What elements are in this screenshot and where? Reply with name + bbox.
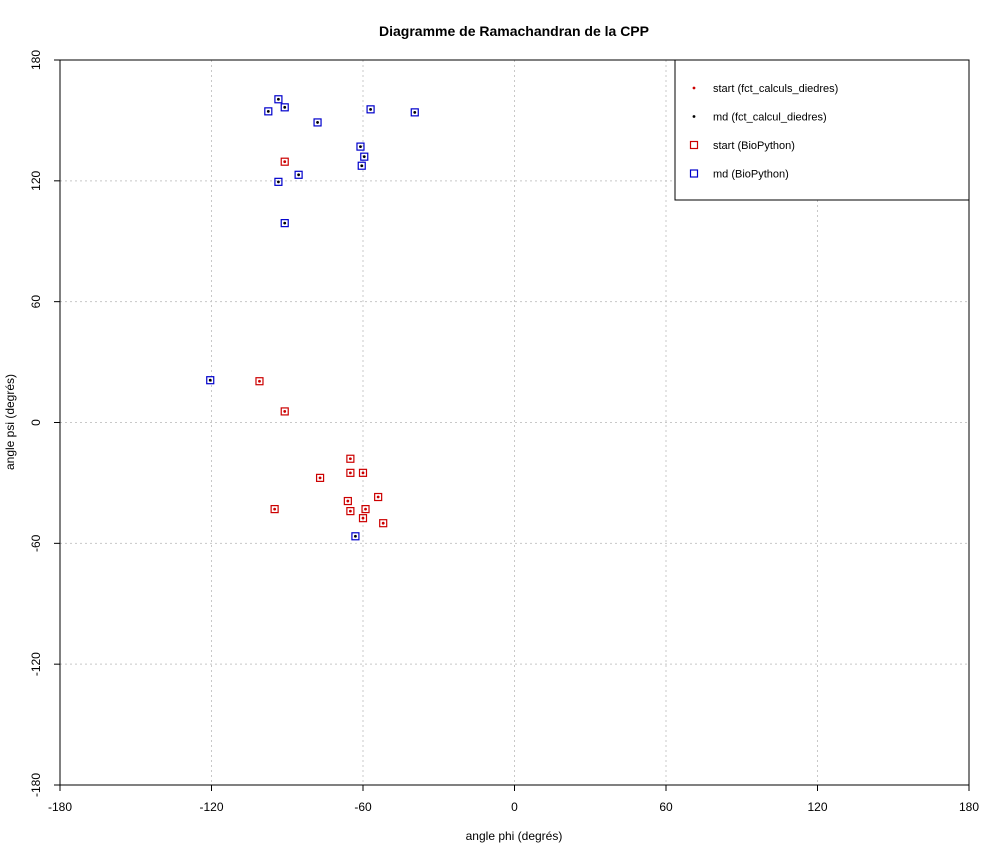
y-tick-label: 0 (29, 419, 43, 426)
y-axis-label: angle psi (degrés) (3, 374, 17, 470)
data-point-series-2 (297, 173, 301, 177)
x-tick-label: -60 (354, 800, 372, 814)
legend-marker-3 (689, 140, 699, 150)
data-point-series-3 (346, 507, 355, 516)
data-point-series-1 (258, 379, 261, 383)
data-point-series-3 (358, 514, 368, 523)
data-point-series-3 (358, 468, 368, 477)
data-points (206, 95, 419, 541)
data-point-series-1 (273, 507, 277, 511)
y-tick-label: -180 (29, 773, 43, 797)
data-point-series-4 (366, 105, 375, 114)
data-point-series-1 (318, 476, 322, 480)
x-axis-label: angle phi (degrés) (466, 829, 563, 843)
data-point-series-1 (283, 160, 287, 164)
data-point-series-4 (294, 170, 303, 179)
x-tick-label: 180 (959, 800, 979, 814)
y-tick-label: 120 (29, 171, 43, 191)
data-point-series-4 (206, 376, 215, 385)
x-tick-label: -180 (48, 800, 72, 814)
data-point-series-3 (270, 504, 279, 514)
data-point-series-2 (277, 97, 280, 101)
data-point-series-4 (351, 532, 360, 541)
legend-label-4: md (BioPython) (713, 169, 789, 181)
data-point-series-3 (343, 496, 352, 506)
data-point-series-4 (410, 108, 419, 117)
legend: start (fct_calculs_diedres)md (fct_calcu… (674, 59, 970, 201)
x-tick-label: -120 (199, 800, 223, 814)
data-point-series-2 (369, 107, 372, 111)
data-point-series-3 (315, 473, 325, 482)
y-tick-label: -120 (29, 652, 43, 676)
data-point-series-1 (361, 516, 365, 520)
legend-marker-1 (692, 86, 696, 90)
data-point-series-2 (354, 534, 357, 538)
legend-box (674, 59, 970, 201)
chart-title: Diagramme de Ramachandran de la CPP (379, 23, 649, 39)
legend-marker-2 (692, 115, 696, 118)
data-point-series-4 (313, 118, 322, 127)
data-point-series-3 (374, 492, 383, 502)
x-tick-label: 0 (511, 800, 518, 814)
data-point-series-2 (316, 121, 319, 124)
data-point-series-4 (356, 142, 365, 151)
data-point-series-2 (283, 221, 287, 225)
data-point-series-4 (360, 152, 369, 161)
data-point-series-1 (348, 457, 352, 461)
data-point-series-4 (264, 107, 273, 116)
legend-marker-4 (689, 169, 699, 178)
data-point-series-3 (255, 377, 264, 386)
data-point-series-2 (362, 155, 366, 159)
legend-label-1: start (fct_calculs_diedres) (713, 83, 838, 95)
data-point-series-1 (346, 499, 350, 503)
data-point-series-2 (413, 110, 417, 114)
y-axis: -180 -120 -60 0 60 120 180 (29, 50, 60, 797)
data-point-series-1 (376, 495, 380, 499)
data-point-series-2 (208, 378, 212, 382)
data-point-series-1 (381, 521, 385, 525)
data-point-series-4 (280, 219, 289, 228)
data-point-series-3 (379, 519, 388, 528)
x-tick-label: 60 (659, 800, 673, 814)
data-point-series-3 (280, 407, 289, 416)
data-point-series-1 (283, 410, 287, 413)
legend-label-2: md (fct_calcul_diedres) (713, 112, 827, 124)
x-tick-label: 120 (807, 800, 827, 814)
data-point-series-2 (360, 164, 364, 168)
data-point-series-2 (359, 145, 362, 148)
data-point-series-4 (274, 95, 283, 104)
x-axis: -180 -120 -60 0 60 120 180 (48, 785, 979, 814)
data-point-series-4 (280, 103, 289, 112)
data-point-series-2 (277, 180, 280, 184)
legend-label-3: start (BioPython) (713, 140, 795, 152)
data-point-series-3 (280, 157, 289, 166)
y-tick-label: -60 (29, 534, 43, 552)
data-point-series-4 (274, 177, 283, 186)
data-point-series-1 (361, 471, 365, 475)
data-point-series-1 (364, 507, 367, 511)
data-point-series-4 (357, 161, 366, 170)
data-point-series-1 (348, 471, 352, 475)
data-point-series-2 (283, 105, 287, 109)
data-point-series-3 (346, 468, 355, 477)
data-point-series-3 (361, 504, 370, 514)
data-point-series-1 (348, 509, 352, 513)
data-point-series-3 (346, 454, 355, 463)
y-tick-label: 60 (29, 295, 43, 309)
y-tick-label: 180 (29, 50, 43, 70)
data-point-series-2 (266, 109, 270, 113)
